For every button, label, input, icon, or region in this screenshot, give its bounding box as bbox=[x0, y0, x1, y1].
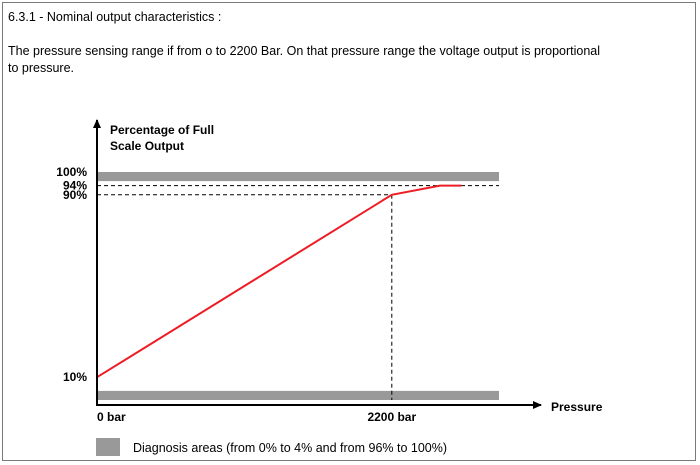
diagnosis-band-low bbox=[97, 390, 499, 400]
description-text: The pressure sensing range if from o to … bbox=[8, 43, 658, 77]
description-line-2: to pressure. bbox=[8, 61, 75, 75]
y-tick-label: 94% bbox=[63, 179, 87, 193]
y-tick-label: 10% bbox=[63, 370, 87, 384]
legend-label: Diagnosis areas (from 0% to 4% and from … bbox=[133, 441, 447, 455]
y-tick-label: 90% bbox=[63, 188, 87, 202]
description-line-1: The pressure sensing range if from o to … bbox=[8, 44, 601, 58]
x-axis-title: Pressure bbox=[551, 400, 603, 414]
output-characteristic-line bbox=[96, 184, 462, 379]
figure-frame bbox=[2, 2, 696, 461]
diagnosis-band-high bbox=[97, 172, 499, 182]
section-heading: 6.3.1 - Nominal output characteristics : bbox=[8, 10, 222, 24]
x-tick-label: 0 bar bbox=[97, 410, 126, 424]
y-axis-title-line-1: Percentage of Full bbox=[110, 123, 214, 137]
y-axis-title-line-2: Scale Output bbox=[110, 139, 184, 153]
legend-swatch bbox=[96, 438, 120, 456]
y-tick-label: 100% bbox=[56, 165, 87, 179]
x-tick-label: 2200 bar bbox=[367, 410, 416, 424]
